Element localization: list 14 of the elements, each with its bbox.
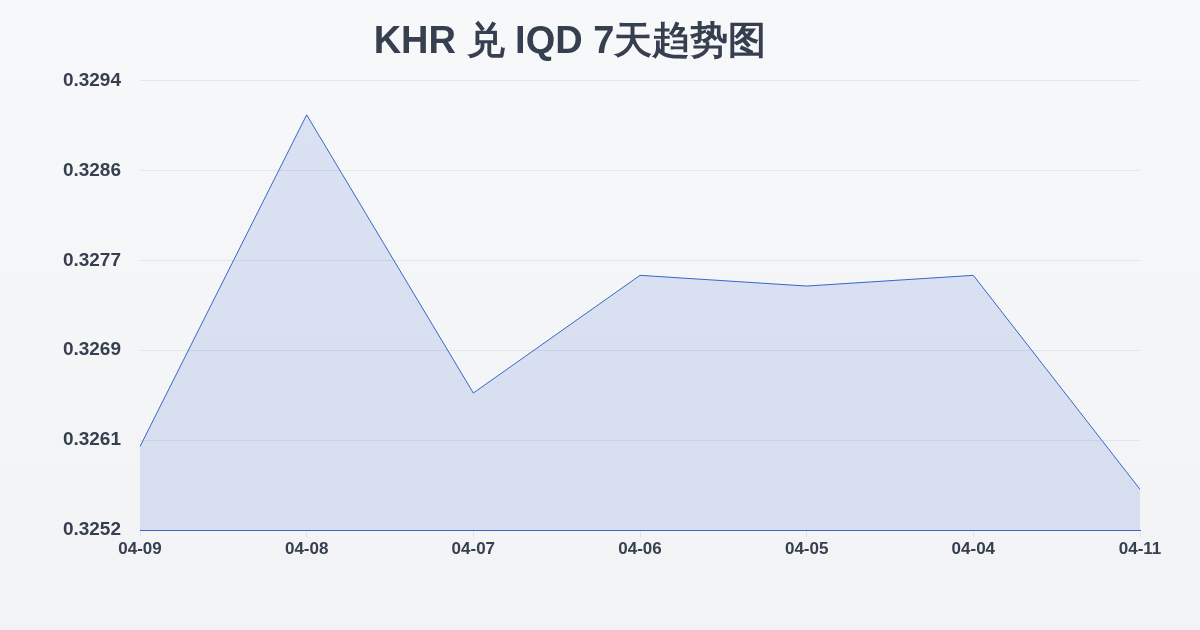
chart-title: KHR 兑 IQD 7天趋势图 xyxy=(373,19,767,62)
x-tick-label: 04-04 xyxy=(951,538,996,558)
y-tick-label: 0.3294 xyxy=(62,68,122,90)
y-tick-label: 0.3277 xyxy=(62,248,121,270)
x-tick-label: 04-07 xyxy=(451,538,496,558)
x-tick-label: 04-05 xyxy=(784,538,829,558)
x-tick-label: 04-08 xyxy=(284,538,329,558)
x-tick-label: 04-09 xyxy=(118,538,162,558)
y-tick-label: 0.3269 xyxy=(62,338,121,360)
y-tick-label: 0.3252 xyxy=(62,518,121,540)
y-tick-label: 0.3286 xyxy=(62,158,121,180)
x-tick-label: 04-06 xyxy=(618,538,662,558)
x-tick-label: 04-11 xyxy=(1118,538,1162,558)
y-tick-label: 0.3261 xyxy=(62,428,122,450)
